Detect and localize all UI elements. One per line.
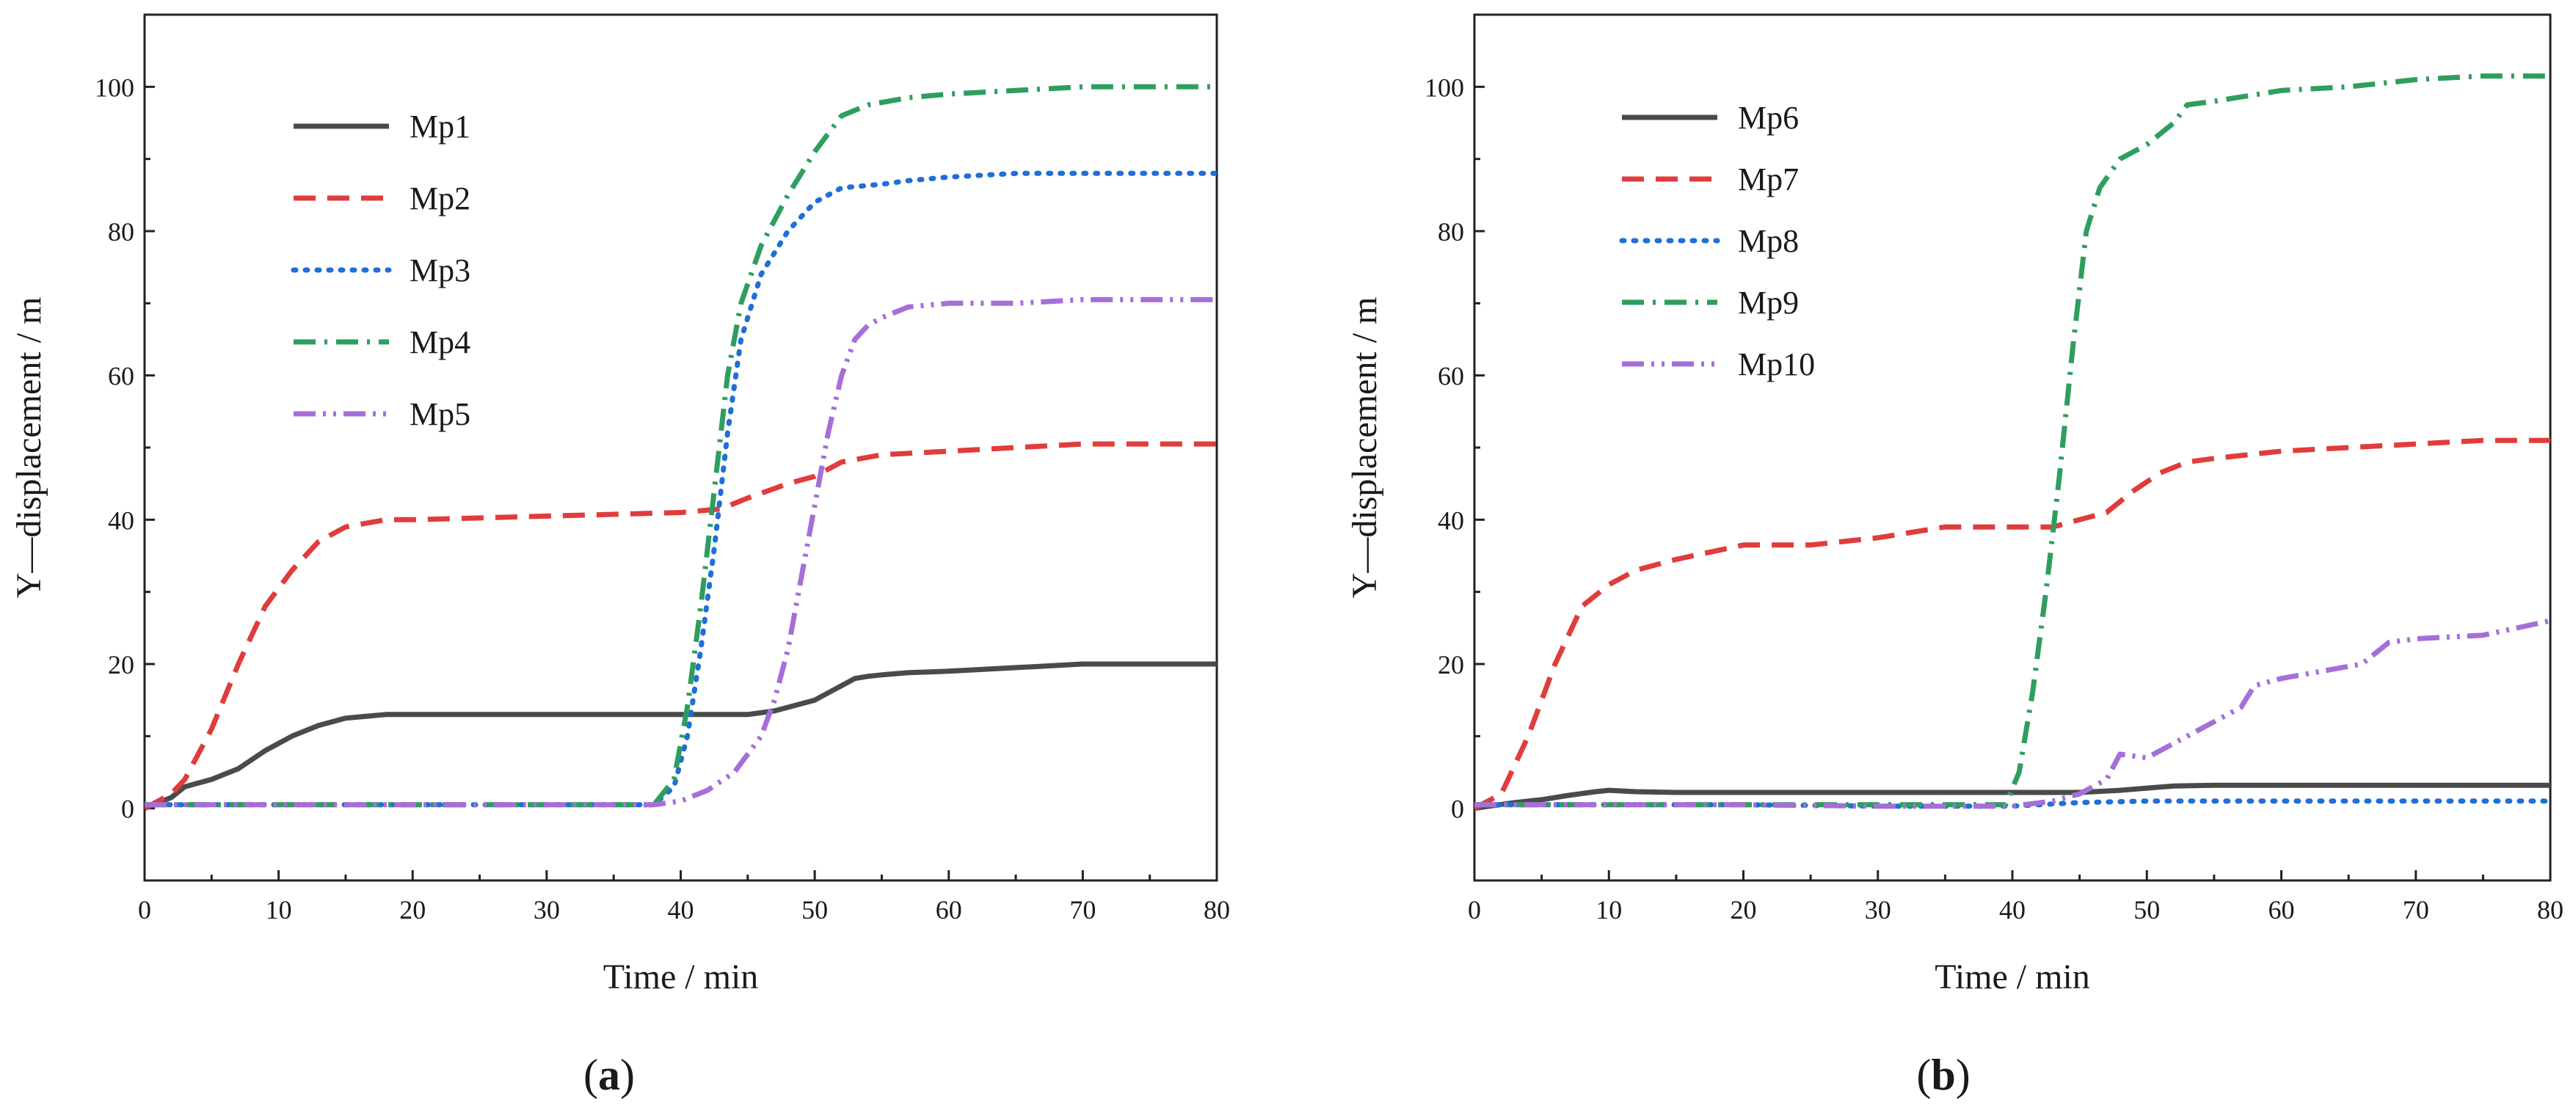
legend-label-mp1: Mp1 — [410, 109, 470, 145]
x-tick-label: 10 — [266, 895, 292, 924]
panel-label-b: (b) — [1916, 1051, 1970, 1099]
y-tick-label: 80 — [108, 217, 134, 247]
legend-label-mp10: Mp10 — [1738, 346, 1815, 382]
series-line-mp5 — [145, 296, 1217, 808]
legend-label-mp7: Mp7 — [1738, 161, 1799, 197]
chart-panel-a: 0 10 20 30 40 50 60 70 80 0 20 40 60 80 100 Time / min Y… — [10, 13, 1230, 996]
x-tick-label: 70 — [1069, 895, 1096, 924]
y-tick-label: 20 — [108, 650, 134, 679]
y-axis-title: Y—displacement / m — [1345, 297, 1384, 599]
x-tick-label: 10 — [1596, 895, 1622, 924]
x-tick-label: 30 — [1865, 895, 1891, 924]
y-tick-label: 60 — [108, 362, 134, 391]
legend-label-mp9: Mp9 — [1738, 285, 1799, 321]
y-tick-label: 0 — [1451, 795, 1464, 824]
series-line-mp7 — [1474, 437, 2550, 811]
legend-label-mp4: Mp4 — [410, 324, 470, 360]
x-tick-label: 20 — [1731, 895, 1757, 924]
y-tick-label: 60 — [1438, 362, 1464, 391]
y-tick-label: 100 — [95, 73, 134, 102]
x-tick-label: 50 — [2133, 895, 2160, 924]
y-tick-label: 40 — [108, 506, 134, 535]
x-tick-label: 20 — [399, 895, 426, 924]
x-tick-label: 60 — [936, 895, 962, 924]
y-tick-label: 0 — [121, 795, 134, 824]
series-line-mp9 — [1474, 73, 2550, 808]
x-tick-label: 40 — [668, 895, 694, 924]
y-tick-label: 40 — [1438, 506, 1464, 535]
x-axis-title: Time / min — [603, 958, 759, 996]
x-tick-label: 60 — [2268, 895, 2295, 924]
legend-label-mp5: Mp5 — [410, 396, 470, 432]
legend-label-mp8: Mp8 — [1738, 223, 1799, 259]
series-line-mp10 — [1474, 618, 2550, 809]
panel-label-a: (a) — [583, 1051, 635, 1099]
series-line-mp4 — [145, 84, 1217, 808]
y-tick-label: 20 — [1438, 650, 1464, 679]
legend-label-mp6: Mp6 — [1738, 100, 1799, 136]
series-line-mp1 — [145, 661, 1217, 811]
x-tick-label: 0 — [138, 895, 151, 924]
y-tick-label: 100 — [1425, 73, 1464, 102]
x-tick-label: 70 — [2403, 895, 2429, 924]
x-tick-label: 30 — [534, 895, 560, 924]
x-tick-label: 50 — [801, 895, 828, 924]
y-tick-label: 80 — [1438, 217, 1464, 247]
chart-panel-b: 0 10 20 30 40 50 60 70 80 0 20 40 60 80 100 Time / min Y… — [1345, 13, 2564, 996]
x-tick-label: 80 — [1204, 895, 1230, 924]
legend-label-mp3: Mp3 — [410, 252, 470, 288]
y-axis-title: Y—displacement / m — [10, 297, 48, 599]
x-axis-title: Time / min — [1935, 958, 2090, 996]
x-tick-label: 80 — [2537, 895, 2564, 924]
x-tick-label: 0 — [1468, 895, 1481, 924]
series-line-mp3 — [145, 170, 1217, 808]
legend-label-mp2: Mp2 — [410, 180, 470, 216]
plot-frame — [1473, 13, 2552, 882]
x-tick-label: 40 — [1999, 895, 2026, 924]
series-line-mp2 — [145, 441, 1217, 811]
series-line-mp6 — [1474, 782, 2550, 812]
